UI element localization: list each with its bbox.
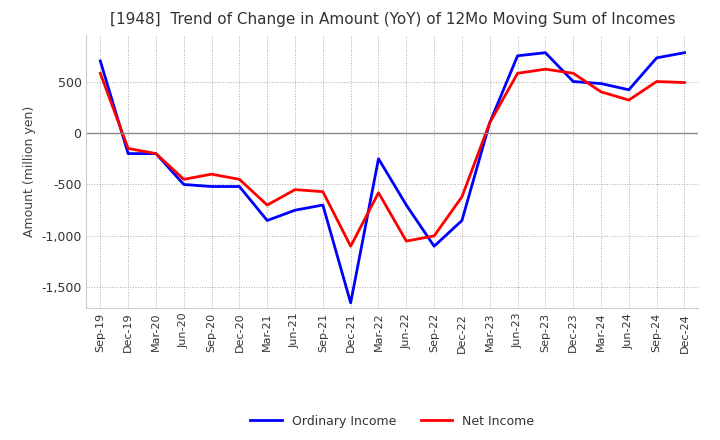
Ordinary Income xyxy=(402,202,410,208)
Ordinary Income xyxy=(207,184,216,189)
Net Income xyxy=(263,202,271,208)
Net Income xyxy=(235,177,243,182)
Title: [1948]  Trend of Change in Amount (YoY) of 12Mo Moving Sum of Incomes: [1948] Trend of Change in Amount (YoY) o… xyxy=(109,12,675,27)
Net Income xyxy=(207,172,216,177)
Ordinary Income xyxy=(346,300,355,305)
Net Income xyxy=(597,89,606,95)
Net Income xyxy=(513,71,522,76)
Ordinary Income xyxy=(263,218,271,223)
Net Income xyxy=(179,177,188,182)
Net Income xyxy=(124,146,132,151)
Line: Ordinary Income: Ordinary Income xyxy=(100,53,685,303)
Net Income xyxy=(458,194,467,199)
Net Income xyxy=(569,71,577,76)
Ordinary Income xyxy=(513,53,522,59)
Net Income xyxy=(430,233,438,238)
Ordinary Income xyxy=(374,156,383,161)
Line: Net Income: Net Income xyxy=(100,69,685,246)
Net Income xyxy=(346,244,355,249)
Ordinary Income xyxy=(318,202,327,208)
Net Income xyxy=(624,97,633,103)
Ordinary Income xyxy=(235,184,243,189)
Ordinary Income xyxy=(624,87,633,92)
Ordinary Income xyxy=(597,81,606,86)
Legend: Ordinary Income, Net Income: Ordinary Income, Net Income xyxy=(246,410,539,433)
Net Income xyxy=(291,187,300,192)
Net Income xyxy=(485,120,494,125)
Ordinary Income xyxy=(652,55,661,60)
Net Income xyxy=(541,66,550,72)
Net Income xyxy=(318,189,327,194)
Net Income xyxy=(402,238,410,244)
Ordinary Income xyxy=(430,244,438,249)
Net Income xyxy=(374,190,383,195)
Net Income xyxy=(152,151,161,156)
Y-axis label: Amount (million yen): Amount (million yen) xyxy=(22,106,35,237)
Net Income xyxy=(652,79,661,84)
Ordinary Income xyxy=(291,208,300,213)
Ordinary Income xyxy=(680,50,689,55)
Ordinary Income xyxy=(179,182,188,187)
Ordinary Income xyxy=(458,218,467,223)
Ordinary Income xyxy=(485,120,494,125)
Net Income xyxy=(96,71,104,76)
Ordinary Income xyxy=(541,50,550,55)
Ordinary Income xyxy=(96,58,104,63)
Ordinary Income xyxy=(152,151,161,156)
Net Income xyxy=(680,80,689,85)
Ordinary Income xyxy=(569,79,577,84)
Ordinary Income xyxy=(124,151,132,156)
